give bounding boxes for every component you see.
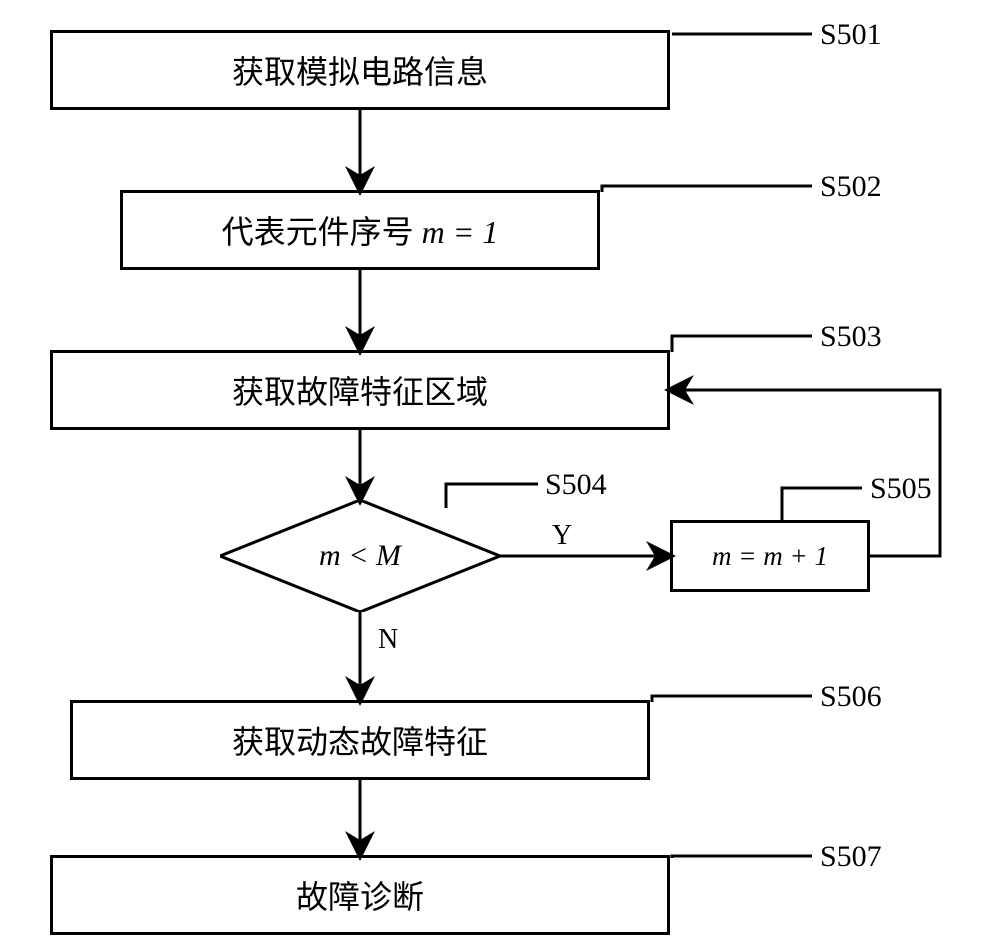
step-s503-text: 获取故障特征区域 — [232, 367, 488, 413]
label-s505: S505 — [870, 472, 932, 506]
label-s504: S504 — [545, 468, 607, 502]
step-s505-text: m = m + 1 — [712, 541, 828, 572]
step-s502-box: 代表元件序号 m = 1 — [120, 190, 600, 270]
step-s507-text: 故障诊断 — [296, 872, 424, 918]
step-s501-box: 获取模拟电路信息 — [50, 30, 670, 110]
connectors-svg — [0, 0, 1000, 938]
step-s506-box: 获取动态故障特征 — [70, 700, 650, 780]
label-s503: S503 — [820, 320, 882, 354]
step-s501-text: 获取模拟电路信息 — [232, 47, 488, 93]
decision-s504: m < M — [220, 500, 500, 612]
step-s506-text: 获取动态故障特征 — [232, 717, 488, 763]
step-s502-math: m = 1 — [422, 214, 499, 250]
step-s502-text: 代表元件序号 m = 1 — [222, 207, 499, 253]
step-s505-box: m = m + 1 — [670, 520, 870, 592]
step-s507-box: 故障诊断 — [50, 855, 670, 935]
label-s506: S506 — [820, 680, 882, 714]
decision-s504-text: m < M — [319, 539, 401, 573]
label-s507: S507 — [820, 840, 882, 874]
label-s501: S501 — [820, 18, 882, 52]
step-s502-prefix: 代表元件序号 — [222, 214, 422, 250]
step-s503-box: 获取故障特征区域 — [50, 350, 670, 430]
label-s502: S502 — [820, 170, 882, 204]
branch-label-yes: Y — [552, 520, 572, 552]
branch-label-no: N — [378, 624, 398, 656]
